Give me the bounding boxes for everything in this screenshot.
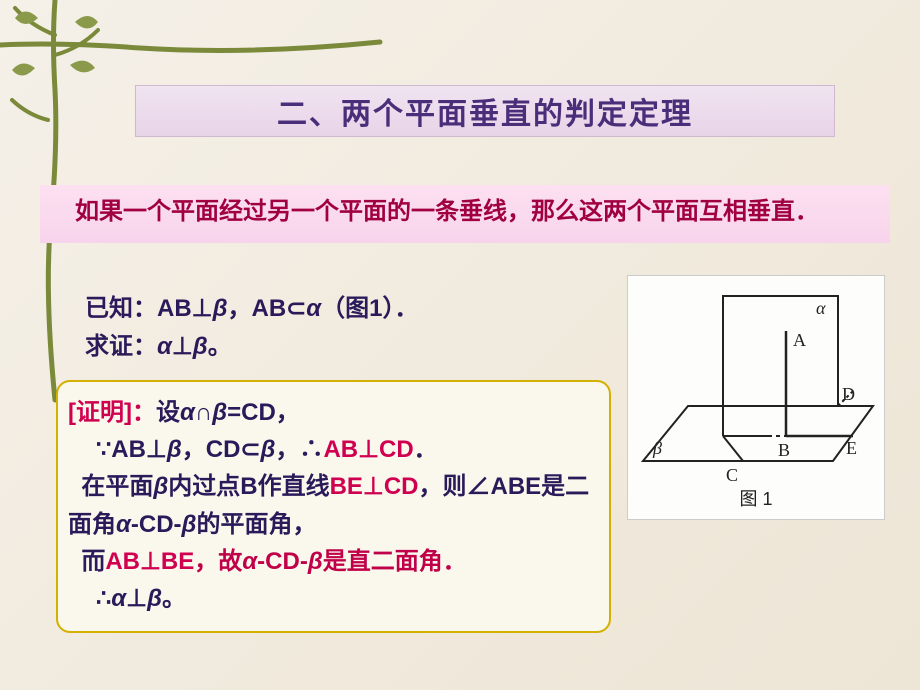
fig-D: D: [842, 384, 855, 404]
theorem-statement: 如果一个平面经过另一个平面的一条垂线，那么这两个平面互相垂直．: [40, 185, 890, 243]
geometry-figure: α β A B C D E 图 1: [627, 275, 885, 520]
given-line: 已知：AB⊥β，AB⊂α（图1）．: [85, 290, 419, 328]
fig-A: A: [793, 330, 806, 350]
proof-line-3: 在平面β内过点B作直线BE⊥CD，则∠ABE是二面角α-CD-β的平面角，: [68, 468, 599, 542]
proof-label: [证明]：: [68, 399, 156, 426]
proof-line-1: [证明]：设α∩β=CD，: [68, 394, 599, 431]
fig-beta: β: [652, 438, 662, 458]
fig-E: E: [846, 438, 857, 458]
figure-caption: 图 1: [628, 485, 884, 511]
fig-C: C: [726, 465, 738, 485]
proof-box: [证明]：设α∩β=CD， ∵AB⊥β，CD⊂β，∴AB⊥CD． 在平面β内过点…: [56, 380, 611, 633]
section-title-box: 二、两个平面垂直的判定定理: [135, 85, 835, 137]
proof-line-2: ∵AB⊥β，CD⊂β，∴AB⊥CD．: [68, 431, 599, 468]
fig-alpha: α: [816, 298, 826, 318]
proof-line-4: 而AB⊥BE，故α-CD-β是直二面角．: [68, 543, 599, 580]
given-and-prove: 已知：AB⊥β，AB⊂α（图1）． 求证：α⊥β。: [85, 290, 419, 367]
proof-line-5: ∴α⊥β。: [68, 580, 599, 617]
fig-B: B: [778, 440, 790, 460]
section-title: 二、两个平面垂直的判定定理: [277, 89, 693, 133]
prove-line: 求证：α⊥β。: [85, 328, 419, 366]
